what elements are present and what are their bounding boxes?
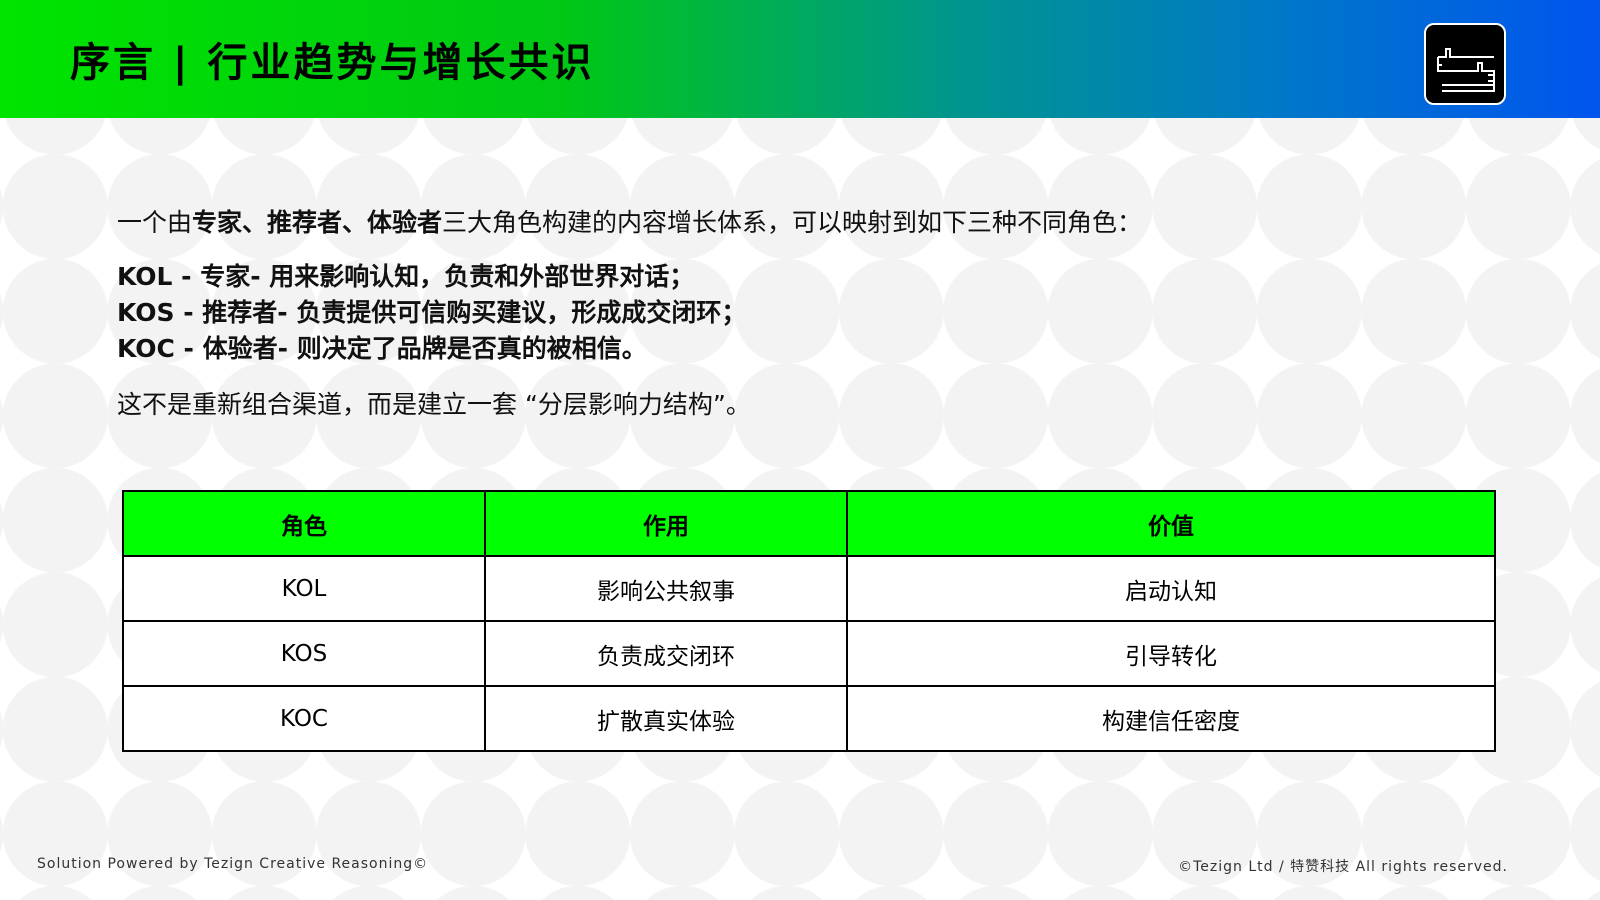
table-header-row: 角色 作用 价值	[122, 490, 1496, 557]
page-title: 序言 | 行业趋势与增长共识	[70, 40, 595, 86]
intro-post: 三大角色构建的内容增长体系，可以映射到如下三种不同角色：	[442, 208, 1143, 237]
roles-table: 角色 作用 价值 KOL 影响公共叙事 启动认知 KOS 负责成交闭环 引导转化…	[122, 490, 1496, 752]
cell-value: 启动认知	[846, 555, 1496, 622]
header-role: 角色	[122, 490, 486, 557]
cell-role: KOL	[122, 555, 486, 622]
role-item-kol: KOL - 专家- 用来影响认知，负责和外部世界对话；	[117, 262, 695, 291]
footer-left: Solution Powered by Tezign Creative Reas…	[37, 856, 429, 872]
header-banner: 序言 | 行业趋势与增长共识	[0, 0, 1600, 118]
cell-role: KOS	[122, 620, 486, 687]
thumbs-up-logo-icon	[1424, 23, 1506, 105]
intro-text: 一个由专家、推荐者、体验者三大角色构建的内容增长体系，可以映射到如下三种不同角色…	[117, 203, 1142, 259]
closing-text: 这不是重新组合渠道，而是建立一套 “分层影响力结构”。	[117, 390, 751, 419]
table-row: KOC 扩散真实体验 构建信任密度	[122, 685, 1496, 752]
role-list: KOL - 专家- 用来影响认知，负责和外部世界对话； KOS - 推荐者- 负…	[117, 259, 1142, 367]
intro-section: 一个由专家、推荐者、体验者三大角色构建的内容增长体系，可以映射到如下三种不同角色…	[117, 203, 1142, 421]
intro-pre: 一个由	[117, 208, 193, 237]
role-item-koc: KOC - 体验者- 则决定了品牌是否真的被相信。	[117, 334, 647, 363]
cell-function: 扩散真实体验	[484, 685, 848, 752]
cell-role: KOC	[122, 685, 486, 752]
cell-value: 引导转化	[846, 620, 1496, 687]
role-item-kos: KOS - 推荐者- 负责提供可信购买建议，形成成交闭环；	[117, 298, 747, 327]
header-function: 作用	[484, 490, 848, 557]
header-value: 价值	[846, 490, 1496, 557]
cell-value: 构建信任密度	[846, 685, 1496, 752]
footer-right: ©Tezign Ltd / 特赞科技 All rights reserved.	[1178, 859, 1508, 875]
cell-function: 影响公共叙事	[484, 555, 848, 622]
cell-function: 负责成交闭环	[484, 620, 848, 687]
table-row: KOL 影响公共叙事 启动认知	[122, 555, 1496, 622]
table-row: KOS 负责成交闭环 引导转化	[122, 620, 1496, 687]
intro-bold: 专家、推荐者、体验者	[192, 208, 443, 237]
